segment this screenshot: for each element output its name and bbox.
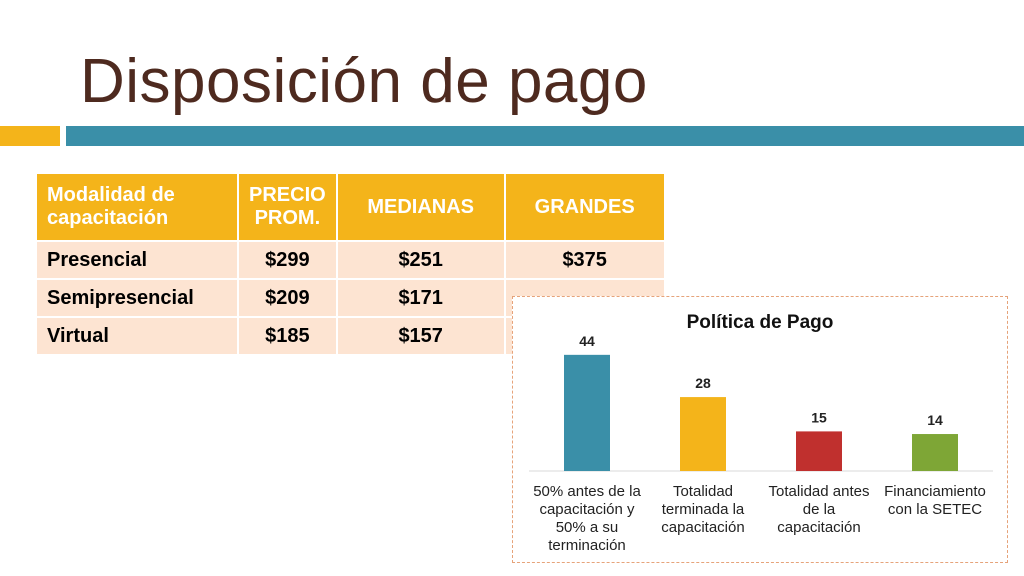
category-label: 50% antes de la [533,483,641,500]
data-label: 14 [927,412,943,428]
table-cell: $157 [336,316,506,354]
category-label: Totalidad antes [769,483,870,500]
category-label: capacitación [777,519,860,536]
category-label: con la SETEC [888,501,982,518]
data-label: 44 [579,333,595,349]
category-label: capacitación y [539,501,635,518]
header-modalidad: Modalidad de capacitación [37,174,239,241]
chart-title: Política de Pago [687,312,834,333]
table-row: Presencial $299 $251 $375 [37,240,666,279]
bar [680,397,726,471]
table-header-row: Modalidad de capacitación PRECIO PROM. M… [37,174,666,241]
table-cell: $209 [238,278,338,317]
category-label: terminación [548,537,626,554]
slide-title: Disposición de pago [80,47,648,116]
table-cell: $171 [336,278,506,317]
category-label: 50% a su [556,519,619,536]
bar [796,431,842,471]
category-label: Financiamiento [884,483,986,500]
table-cell: Presencial [37,240,239,279]
payment-policy-chart: Política de Pago 44 50% antes de la capacit… [512,296,1008,563]
table-cell: Virtual [37,316,239,354]
data-label: 15 [811,409,827,425]
header-precio: PRECIO PROM. [238,174,338,241]
data-label: 28 [695,375,711,391]
table-cell: $375 [504,240,666,279]
table-cell: $251 [336,240,506,279]
table-cell: $185 [238,316,338,354]
header-grandes: GRANDES [504,174,666,241]
bar [564,354,610,471]
header-medianas: MEDIANAS [336,174,506,241]
category-label: capacitación [661,519,744,536]
bar [912,434,958,471]
accent-bar-orange [0,126,60,146]
pricing-table: Modalidad de capacitación PRECIO PROM. M… [37,174,666,354]
table-cell: $299 [238,240,338,279]
table-cell: Semipresencial [37,278,239,317]
category-label: terminada la [662,501,745,518]
category-label: Totalidad [673,483,733,500]
category-label: de la [803,501,836,518]
accent-bar-teal [66,126,1024,146]
